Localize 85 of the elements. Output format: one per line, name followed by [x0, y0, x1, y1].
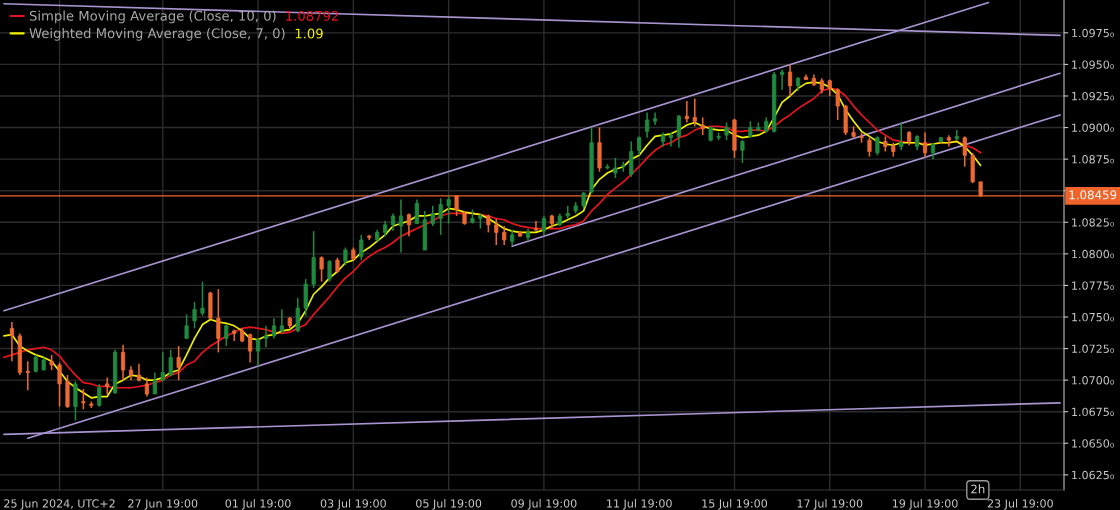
candlestick — [184, 313, 189, 340]
candlestick — [899, 121, 904, 152]
x-tick-label: 25 Jun 2024, UTC+2 — [4, 499, 115, 510]
candlestick — [533, 220, 539, 232]
candlestick — [255, 337, 261, 368]
candlestick — [105, 376, 110, 395]
candlestick — [494, 217, 499, 246]
legend-label: Simple Moving Average (Close, 10, 0) — [29, 10, 276, 24]
x-tick-label: 15 Jul 19:00 — [702, 499, 768, 510]
x-tick-label: 03 Jul 19:00 — [320, 499, 386, 510]
ref-line-label: 1.08459 — [1069, 190, 1117, 200]
y-tick-label: 1.0650₀ — [1072, 439, 1114, 448]
y-tick-label: 1.0675₀ — [1072, 407, 1114, 417]
x-tick-label: 17 Jul 19:00 — [797, 499, 863, 510]
x-tick-label: 19 Jul 19:00 — [892, 499, 958, 510]
x-tick-label: 11 Jul 19:00 — [607, 499, 672, 510]
y-tick-label: 1.0875₀ — [1072, 155, 1114, 164]
y-tick-label: 1.0700₀ — [1072, 376, 1114, 385]
candlestick — [613, 157, 618, 179]
candlestick — [303, 278, 308, 317]
y-tick-label: 1.0925₀ — [1072, 91, 1114, 101]
candlestick — [406, 212, 412, 237]
candlestick — [216, 288, 221, 354]
candlestick — [97, 383, 102, 408]
candlestick — [645, 111, 650, 139]
candlestick — [9, 321, 14, 362]
candlestick — [652, 111, 658, 126]
candlestick — [875, 135, 880, 157]
candlestick — [271, 317, 277, 340]
candlestick — [248, 332, 253, 364]
candlestick — [684, 100, 689, 124]
x-tick-label: 09 Jul 19:00 — [511, 499, 577, 510]
candlestick — [867, 136, 872, 158]
y-tick-label: 1.0950₀ — [1072, 60, 1114, 69]
candlestick — [73, 380, 78, 422]
candlestick — [263, 325, 269, 349]
candlestick — [120, 344, 126, 381]
candlestick — [502, 225, 507, 246]
candlestick — [740, 139, 745, 164]
candlestick — [835, 87, 840, 121]
y-tick-label: 1.0825₀ — [1072, 218, 1114, 227]
y-tick-label: 1.0775₀ — [1072, 281, 1114, 290]
candlestick — [430, 205, 435, 227]
candlestick — [637, 135, 642, 157]
y-tick-label: 1.0625₀ — [1072, 470, 1114, 480]
candlestick — [25, 360, 30, 392]
y-tick-label: 1.0725₀ — [1072, 344, 1114, 353]
y-tick-label: 1.0750₀ — [1072, 312, 1114, 322]
candlestick — [438, 197, 443, 236]
annotation: 1.08792 — [286, 10, 339, 21]
candlestick — [629, 140, 634, 178]
candlestick — [168, 349, 173, 378]
candlestick — [176, 345, 181, 381]
candlestick — [962, 135, 967, 168]
candlestick — [81, 388, 86, 410]
candlestick — [152, 371, 157, 395]
candlestick — [398, 198, 404, 254]
candlestick — [327, 259, 332, 283]
candlestick — [160, 351, 165, 383]
candlestick — [446, 194, 451, 225]
y-tick-label: 1.0975₀ — [1072, 28, 1114, 38]
candlestick — [780, 68, 785, 91]
candlestick — [279, 308, 284, 335]
x-tick-label: 01 Jul 19:00 — [225, 499, 291, 510]
candlestick — [692, 97, 697, 128]
candlestick — [922, 131, 928, 158]
candlestick — [57, 361, 62, 408]
candlestick — [414, 198, 419, 225]
legend-label: Weighted Moving Average (Close, 7, 0) — [29, 27, 285, 41]
candlestick — [200, 280, 205, 317]
candlestick — [192, 301, 197, 330]
candlestick — [359, 234, 364, 261]
candlestick — [295, 297, 300, 333]
candlestick — [676, 114, 681, 149]
x-tick-label: 27 Jun 19:00 — [128, 499, 198, 510]
x-tick-label: 23 Jul 19:00 — [987, 499, 1053, 510]
y-tick-label: 1.0800₀ — [1072, 249, 1114, 259]
candlestick — [319, 255, 324, 283]
candlestick — [144, 376, 149, 398]
x-tick-label: 05 Jul 19:00 — [416, 499, 482, 510]
annotation: 2h — [971, 484, 985, 494]
annotation: 1.09 — [295, 28, 323, 39]
candlestick — [541, 215, 546, 236]
candlestick — [787, 63, 793, 97]
y-tick-label: 1.0900₀ — [1072, 123, 1114, 132]
